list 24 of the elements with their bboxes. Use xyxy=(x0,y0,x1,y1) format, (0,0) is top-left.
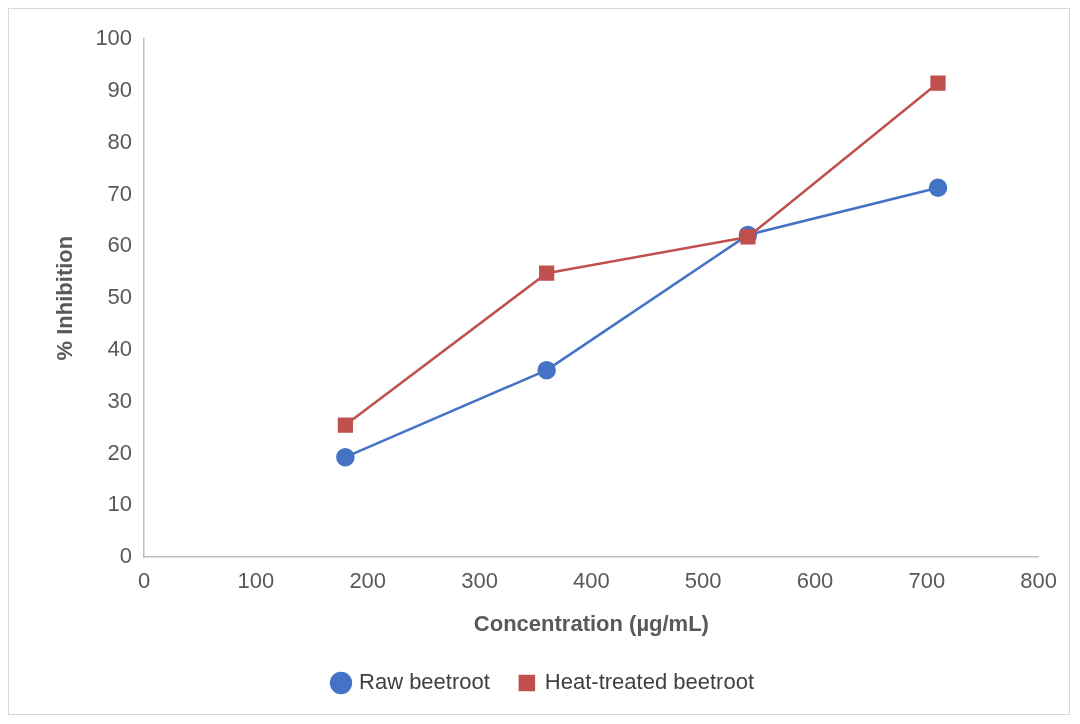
y-tick-label: 10 xyxy=(107,491,133,517)
legend-label: Raw beetroot xyxy=(359,669,490,695)
x-tick-label: 800 xyxy=(1020,568,1058,594)
y-tick-label: 80 xyxy=(107,128,133,154)
y-tick-label: 30 xyxy=(107,387,133,413)
x-tick-label: 300 xyxy=(461,568,498,594)
y-tick-label: 40 xyxy=(107,335,133,361)
y-tick-label: 0 xyxy=(119,543,133,569)
y-tick-label: 20 xyxy=(107,439,133,465)
y-axis-title: % Inhibition xyxy=(52,235,78,361)
x-tick-label: 400 xyxy=(573,568,610,594)
x-axis-title: Concentration (µg/mL) xyxy=(473,610,709,636)
x-tick-label: 600 xyxy=(796,568,834,594)
x-tick-label: 700 xyxy=(908,568,946,594)
y-tick-label: 90 xyxy=(107,76,133,102)
y-tick-label: 50 xyxy=(107,284,133,310)
legend-label: Heat-treated beetroot xyxy=(544,669,754,695)
y-tick-label: 60 xyxy=(107,232,133,258)
x-tick-label: 100 xyxy=(237,568,275,594)
y-tick-label: 70 xyxy=(107,180,133,206)
x-tick-label: 200 xyxy=(349,568,387,594)
x-tick-label: 500 xyxy=(684,568,722,594)
y-tick-label: 100 xyxy=(95,25,133,51)
x-tick-label: 0 xyxy=(137,568,151,594)
